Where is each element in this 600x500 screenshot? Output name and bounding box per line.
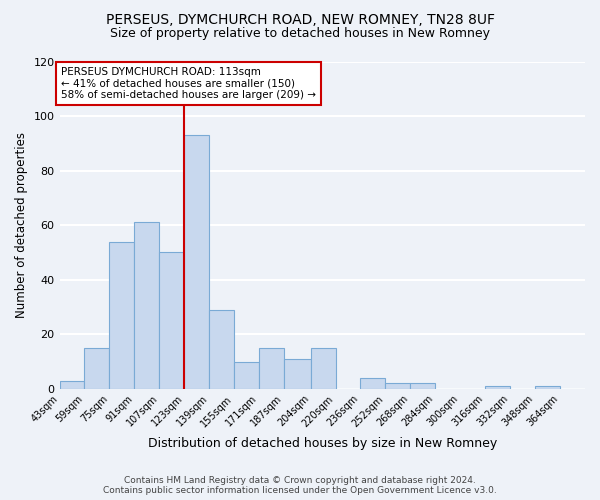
- Bar: [209, 310, 234, 389]
- X-axis label: Distribution of detached houses by size in New Romney: Distribution of detached houses by size …: [148, 437, 497, 450]
- Text: PERSEUS, DYMCHURCH ROAD, NEW ROMNEY, TN28 8UF: PERSEUS, DYMCHURCH ROAD, NEW ROMNEY, TN2…: [106, 12, 494, 26]
- Bar: [59, 380, 85, 389]
- Text: Size of property relative to detached houses in New Romney: Size of property relative to detached ho…: [110, 28, 490, 40]
- Bar: [385, 384, 410, 389]
- Bar: [311, 348, 335, 389]
- Bar: [259, 348, 284, 389]
- Bar: [361, 378, 385, 389]
- Bar: [160, 252, 184, 389]
- Bar: [85, 348, 109, 389]
- Bar: [184, 135, 209, 389]
- Bar: [535, 386, 560, 389]
- Text: Contains HM Land Registry data © Crown copyright and database right 2024.
Contai: Contains HM Land Registry data © Crown c…: [103, 476, 497, 495]
- Bar: [234, 362, 259, 389]
- Bar: [134, 222, 160, 389]
- Y-axis label: Number of detached properties: Number of detached properties: [15, 132, 28, 318]
- Bar: [284, 359, 311, 389]
- Text: PERSEUS DYMCHURCH ROAD: 113sqm
← 41% of detached houses are smaller (150)
58% of: PERSEUS DYMCHURCH ROAD: 113sqm ← 41% of …: [61, 67, 316, 100]
- Bar: [109, 242, 134, 389]
- Bar: [410, 384, 436, 389]
- Bar: [485, 386, 510, 389]
